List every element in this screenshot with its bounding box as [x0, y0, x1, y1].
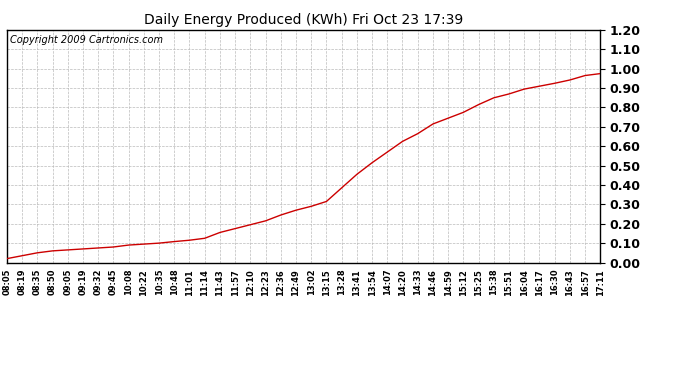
Title: Daily Energy Produced (KWh) Fri Oct 23 17:39: Daily Energy Produced (KWh) Fri Oct 23 1… [144, 13, 463, 27]
Text: Copyright 2009 Cartronics.com: Copyright 2009 Cartronics.com [10, 34, 163, 45]
